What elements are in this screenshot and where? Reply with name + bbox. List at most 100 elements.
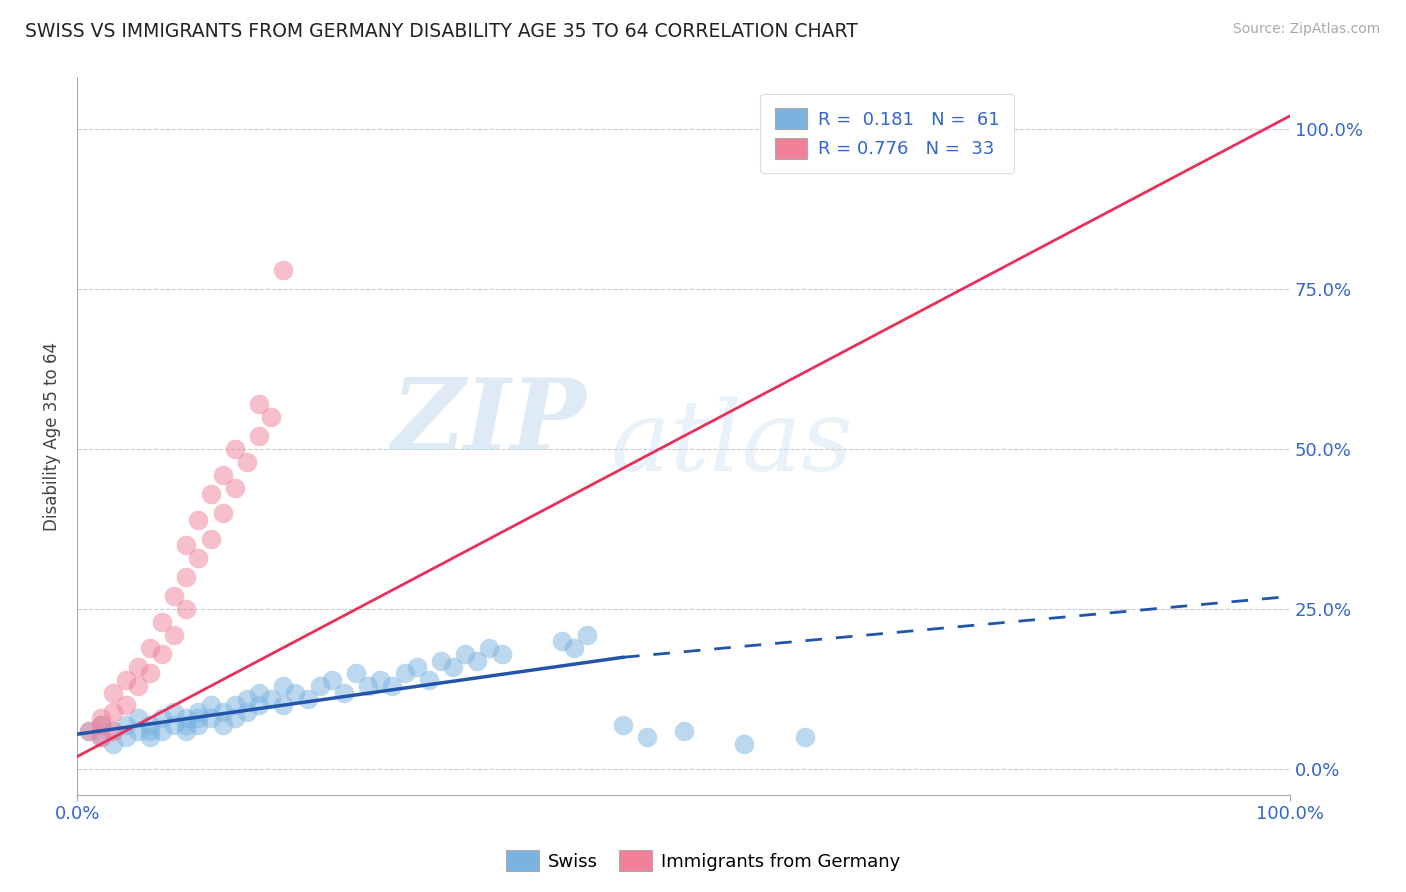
- Point: [114, 673, 136, 687]
- Point: [211, 705, 233, 719]
- Point: [344, 666, 367, 681]
- Point: [733, 737, 755, 751]
- Point: [297, 692, 319, 706]
- Point: [211, 717, 233, 731]
- Point: [174, 570, 197, 584]
- Text: SWISS VS IMMIGRANTS FROM GERMANY DISABILITY AGE 35 TO 64 CORRELATION CHART: SWISS VS IMMIGRANTS FROM GERMANY DISABIL…: [25, 22, 858, 41]
- Point: [187, 717, 209, 731]
- Point: [200, 532, 222, 546]
- Point: [271, 698, 294, 713]
- Point: [187, 551, 209, 566]
- Legend: Swiss, Immigrants from Germany: Swiss, Immigrants from Germany: [499, 843, 907, 879]
- Point: [163, 705, 186, 719]
- Point: [236, 705, 259, 719]
- Point: [90, 717, 112, 731]
- Text: Source: ZipAtlas.com: Source: ZipAtlas.com: [1233, 22, 1381, 37]
- Point: [672, 723, 695, 738]
- Point: [405, 660, 427, 674]
- Point: [200, 487, 222, 501]
- Point: [247, 429, 270, 443]
- Point: [187, 711, 209, 725]
- Point: [224, 442, 246, 456]
- Point: [103, 723, 125, 738]
- Point: [139, 723, 162, 738]
- Point: [612, 717, 634, 731]
- Point: [103, 723, 125, 738]
- Point: [200, 711, 222, 725]
- Point: [211, 467, 233, 482]
- Point: [200, 698, 222, 713]
- Point: [163, 717, 186, 731]
- Point: [127, 679, 149, 693]
- Point: [139, 640, 162, 655]
- Point: [187, 512, 209, 526]
- Y-axis label: Disability Age 35 to 64: Disability Age 35 to 64: [44, 342, 60, 531]
- Point: [187, 705, 209, 719]
- Point: [150, 615, 173, 629]
- Point: [103, 737, 125, 751]
- Point: [114, 698, 136, 713]
- Point: [163, 628, 186, 642]
- Point: [321, 673, 343, 687]
- Point: [127, 723, 149, 738]
- Point: [247, 397, 270, 411]
- Point: [174, 538, 197, 552]
- Point: [575, 628, 598, 642]
- Point: [247, 698, 270, 713]
- Point: [139, 666, 162, 681]
- Point: [90, 731, 112, 745]
- Point: [139, 731, 162, 745]
- Point: [90, 717, 112, 731]
- Point: [333, 685, 356, 699]
- Point: [308, 679, 330, 693]
- Point: [174, 711, 197, 725]
- Text: ZIP: ZIP: [391, 374, 586, 470]
- Point: [271, 262, 294, 277]
- Point: [260, 410, 283, 425]
- Point: [636, 731, 658, 745]
- Point: [103, 685, 125, 699]
- Point: [247, 685, 270, 699]
- Point: [174, 602, 197, 616]
- Point: [564, 640, 586, 655]
- Point: [127, 711, 149, 725]
- Point: [77, 723, 100, 738]
- Point: [114, 731, 136, 745]
- Point: [430, 653, 453, 667]
- Point: [114, 717, 136, 731]
- Point: [224, 711, 246, 725]
- Point: [478, 640, 501, 655]
- Point: [260, 692, 283, 706]
- Point: [441, 660, 464, 674]
- Point: [103, 705, 125, 719]
- Point: [381, 679, 404, 693]
- Point: [150, 711, 173, 725]
- Text: atlas: atlas: [610, 396, 853, 491]
- Point: [418, 673, 440, 687]
- Point: [394, 666, 416, 681]
- Point: [211, 506, 233, 520]
- Point: [491, 647, 513, 661]
- Point: [271, 679, 294, 693]
- Point: [77, 723, 100, 738]
- Point: [370, 673, 392, 687]
- Point: [90, 731, 112, 745]
- Point: [357, 679, 380, 693]
- Point: [150, 647, 173, 661]
- Point: [284, 685, 307, 699]
- Point: [793, 731, 815, 745]
- Point: [174, 723, 197, 738]
- Point: [224, 698, 246, 713]
- Legend: R =  0.181   N =  61, R = 0.776   N =  33: R = 0.181 N = 61, R = 0.776 N = 33: [761, 94, 1014, 173]
- Point: [454, 647, 477, 661]
- Point: [236, 455, 259, 469]
- Point: [467, 653, 489, 667]
- Point: [224, 481, 246, 495]
- Point: [90, 711, 112, 725]
- Point: [127, 660, 149, 674]
- Point: [150, 723, 173, 738]
- Point: [139, 717, 162, 731]
- Point: [551, 634, 574, 648]
- Point: [174, 717, 197, 731]
- Point: [163, 590, 186, 604]
